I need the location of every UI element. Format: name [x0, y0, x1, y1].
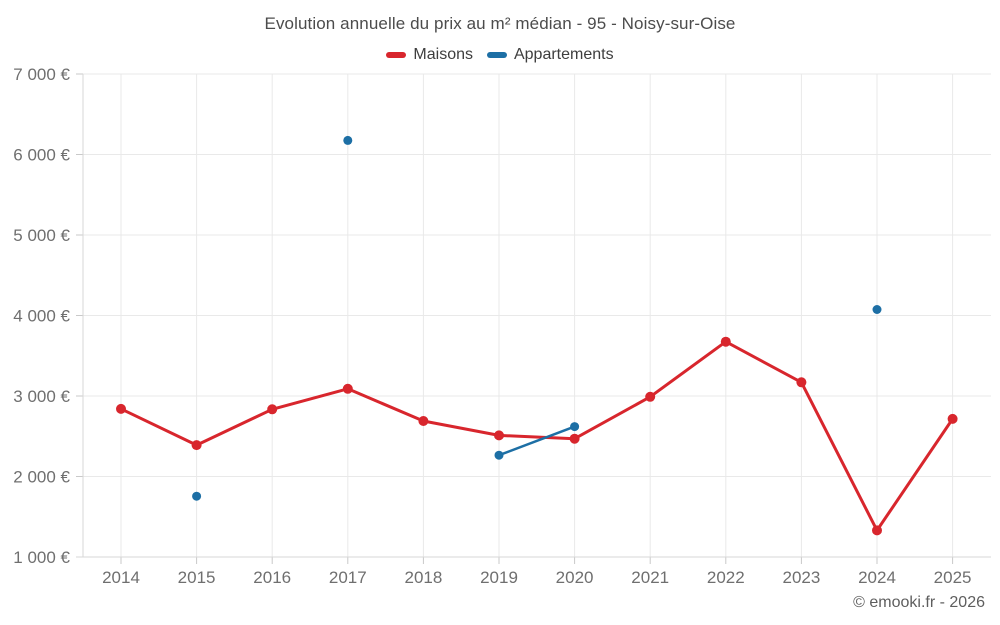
data-point-maisons-2024[interactable]	[872, 525, 882, 536]
x-tick-label: 2025	[934, 568, 972, 587]
x-tick-label: 2020	[556, 568, 594, 587]
legend-item-maisons[interactable]: Maisons	[386, 46, 473, 64]
maisons-legend-swatch-icon	[386, 52, 407, 58]
appartements-legend-swatch-icon	[486, 52, 507, 58]
data-point-maisons-2019[interactable]	[494, 430, 504, 441]
legend-item-appartements[interactable]: Appartements	[486, 46, 614, 64]
copyright-credit: © emooki.fr - 2026	[853, 594, 985, 611]
y-tick-label: 6 000 €	[13, 146, 70, 165]
x-tick-label: 2015	[178, 568, 216, 587]
x-tick-label: 2022	[707, 568, 745, 587]
y-tick-label: 1 000 €	[13, 548, 70, 567]
data-point-maisons-2021[interactable]	[645, 391, 656, 402]
x-tick-label: 2014	[102, 568, 140, 587]
y-tick-label: 5 000 €	[13, 226, 70, 245]
x-tick-label: 2023	[782, 568, 820, 587]
y-tick-label: 3 000 €	[13, 387, 70, 406]
data-point-maisons-2022[interactable]	[720, 336, 731, 347]
series-line-maisons	[119, 340, 955, 532]
data-point-maisons-2023[interactable]	[796, 377, 807, 388]
data-point-maisons-2015[interactable]	[191, 440, 202, 451]
data-point-appartements-2015[interactable]	[192, 491, 202, 501]
x-tick-label: 2016	[253, 568, 291, 587]
data-point-maisons-2025[interactable]	[947, 413, 958, 424]
series-line-appartements	[497, 425, 576, 457]
x-tick-label: 2017	[329, 568, 367, 587]
data-point-maisons-2016[interactable]	[267, 404, 278, 415]
chart-title: Evolution annuelle du prix au m² médian …	[264, 14, 736, 33]
data-point-maisons-2017[interactable]	[342, 383, 353, 394]
legend-label-maisons: Maisons	[413, 46, 473, 63]
legend-label-appartements: Appartements	[513, 46, 614, 63]
y-tick-label: 7 000 €	[13, 65, 70, 84]
data-point-maisons-2020[interactable]	[569, 433, 580, 444]
data-point-appartements-2020[interactable]	[570, 422, 580, 432]
x-tick-label: 2024	[858, 568, 896, 587]
data-point-maisons-2018[interactable]	[418, 416, 429, 426]
x-tick-label: 2018	[404, 568, 442, 587]
data-point-appartements-2019[interactable]	[494, 450, 504, 460]
x-tick-label: 2019	[480, 568, 518, 587]
chart-legend: Maisons Appartements	[0, 46, 1000, 64]
y-tick-label: 4 000 €	[13, 307, 70, 326]
x-tick-label: 2021	[631, 568, 669, 587]
data-point-appartements-2017[interactable]	[343, 135, 353, 145]
y-tick-label: 2 000 €	[13, 468, 70, 487]
data-point-appartements-2024[interactable]	[872, 305, 882, 314]
data-point-maisons-2014[interactable]	[116, 403, 126, 414]
